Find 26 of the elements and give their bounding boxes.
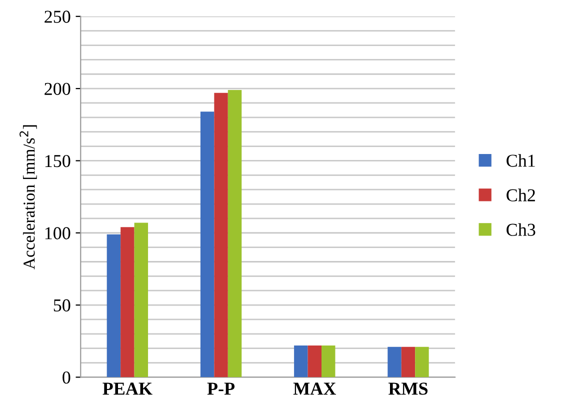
bar [322,345,336,378]
y-tick-label: 200 [44,82,70,95]
x-tick-label: P-P [207,382,235,395]
bar [228,90,242,378]
y-tick-label: 250 [44,10,70,23]
bar [106,234,121,378]
y-tick-label: 0 [62,371,70,384]
x-tick-label: MAX [293,382,336,395]
y-tick-label: 50 [54,299,70,312]
bar [134,222,148,378]
x-tick-label: PEAK [102,382,152,395]
y-tick-label: 150 [45,154,70,168]
bar [120,227,134,378]
bar [388,346,402,378]
bar [415,346,429,378]
bar [200,112,214,378]
bar [401,346,416,378]
legend-label: Ch2 [506,188,535,202]
y-axis-title: Acceleration [mm/s$^{2}$] [20,125,37,270]
bar [308,345,322,378]
y-tick-label: 100 [45,227,70,240]
legend-label: Ch1 [506,154,535,167]
bar [294,345,308,378]
bar [214,92,228,378]
legend-label: Ch3 [506,223,536,236]
x-tick-label: RMS [388,382,428,395]
